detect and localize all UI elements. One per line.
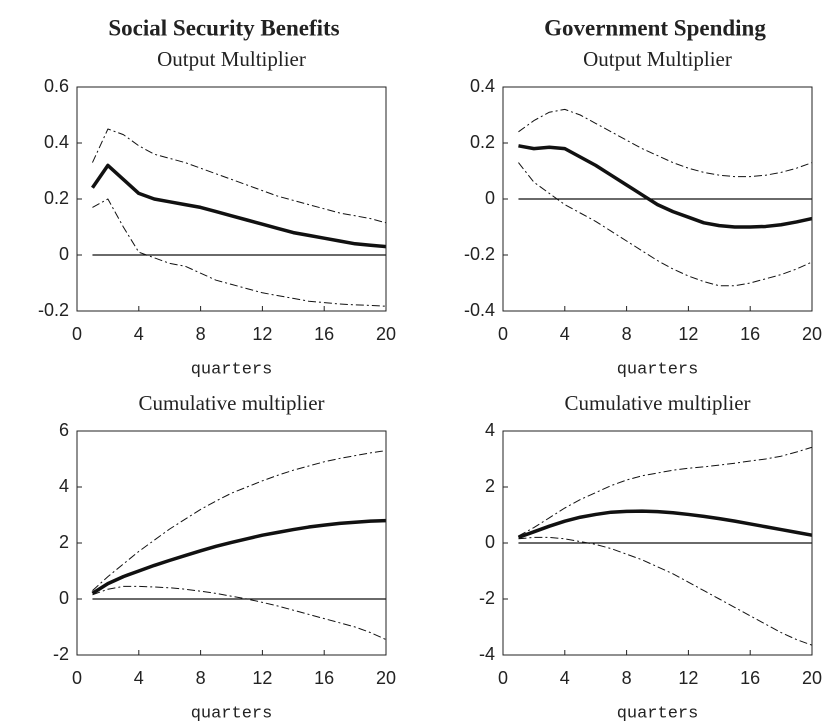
axes-box — [502, 430, 813, 656]
x-axis-label: quarters — [617, 360, 699, 379]
x-tick-label: 16 — [740, 324, 760, 344]
series-line — [518, 162, 813, 287]
x-tick-label: 4 — [134, 324, 144, 344]
axes-box — [76, 86, 387, 312]
x-tick-label: 0 — [72, 668, 82, 688]
y-tick-label: 0.6 — [44, 76, 69, 96]
series-line — [518, 446, 813, 537]
chart-title: Output Multiplier — [583, 47, 732, 71]
y-tick-label: 0 — [485, 532, 495, 552]
y-tick-label: 2 — [485, 476, 495, 496]
y-tick-label: 0.2 — [44, 188, 69, 208]
y-tick-label: -0.2 — [38, 300, 69, 320]
y-tick-label: 0 — [59, 588, 69, 608]
x-axis-label: quarters — [191, 360, 273, 379]
x-tick-label: 12 — [678, 324, 698, 344]
series-line — [91, 518, 387, 595]
x-tick-label: 8 — [196, 668, 206, 688]
x-tick-label: 0 — [498, 324, 508, 344]
column-title: Government Spending — [544, 15, 766, 40]
column-title: Social Security Benefits — [108, 15, 339, 40]
series-line — [518, 108, 813, 178]
series-line — [518, 144, 813, 229]
series-line — [517, 509, 813, 540]
y-tick-label: 0 — [59, 244, 69, 264]
y-tick-label: -2 — [479, 588, 495, 608]
axes-box — [76, 430, 387, 656]
x-tick-label: 4 — [134, 668, 144, 688]
x-tick-label: 4 — [560, 324, 570, 344]
axes-box — [502, 86, 813, 312]
series-line — [91, 128, 387, 224]
x-tick-label: 12 — [252, 668, 272, 688]
x-tick-label: 12 — [252, 324, 272, 344]
y-tick-label: -0.4 — [464, 300, 495, 320]
x-tick-label: 20 — [802, 668, 822, 688]
x-tick-label: 16 — [314, 668, 334, 688]
x-tick-label: 8 — [196, 324, 206, 344]
x-tick-label: 20 — [376, 668, 396, 688]
y-tick-label: 4 — [59, 476, 69, 496]
series-line — [92, 198, 387, 307]
y-tick-label: -4 — [479, 644, 495, 664]
x-tick-label: 20 — [376, 324, 396, 344]
y-tick-label: 0.2 — [470, 132, 495, 152]
series-line — [92, 585, 387, 641]
x-tick-label: 4 — [560, 668, 570, 688]
series-line — [91, 163, 387, 249]
chart-title: Cumulative multiplier — [564, 391, 750, 415]
y-tick-label: 6 — [59, 420, 69, 440]
x-axis-label: quarters — [617, 704, 699, 723]
y-tick-label: 0.4 — [44, 132, 69, 152]
x-tick-label: 8 — [622, 324, 632, 344]
series-line — [518, 536, 813, 646]
x-tick-label: 16 — [740, 668, 760, 688]
y-tick-label: 4 — [485, 420, 495, 440]
x-tick-label: 12 — [678, 668, 698, 688]
x-tick-label: 16 — [314, 324, 334, 344]
y-tick-label: -2 — [53, 644, 69, 664]
series-line — [92, 450, 387, 591]
x-tick-label: 0 — [498, 668, 508, 688]
y-tick-label: 0.4 — [470, 76, 495, 96]
x-tick-label: 20 — [802, 324, 822, 344]
y-tick-label: 2 — [59, 532, 69, 552]
x-axis-label: quarters — [191, 704, 273, 723]
y-tick-label: 0 — [485, 188, 495, 208]
chart-title: Cumulative multiplier — [138, 391, 324, 415]
y-tick-label: -0.2 — [464, 244, 495, 264]
x-tick-label: 8 — [622, 668, 632, 688]
chart-title: Output Multiplier — [157, 47, 306, 71]
x-tick-label: 0 — [72, 324, 82, 344]
